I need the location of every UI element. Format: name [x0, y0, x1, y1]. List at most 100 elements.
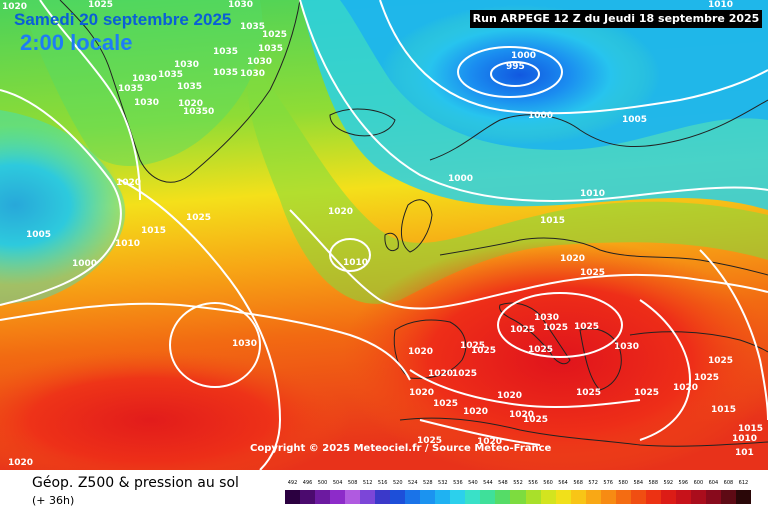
isobar-label: 1025: [186, 213, 212, 223]
scale-value: 540: [468, 480, 478, 486]
scale-value: 504: [332, 480, 343, 486]
isobar-line: [169, 302, 261, 388]
isobar-label: 1020: [178, 99, 204, 109]
isobar-line: [39, 0, 141, 201]
scale-swatch: [615, 490, 631, 504]
scale-swatch: [450, 490, 466, 504]
scale-swatch: [420, 490, 436, 504]
scale-swatch: [645, 490, 661, 504]
black-sea-coast: [629, 331, 768, 353]
scale-value: 612: [738, 480, 749, 486]
scale-swatch: [540, 490, 556, 504]
ireland-coast: [384, 232, 399, 252]
isobar-label: 1000: [448, 174, 474, 184]
isobar-label: 1030: [232, 339, 258, 349]
isobar-label: 1025: [574, 322, 600, 332]
pressure-geopotential-map: [0, 0, 768, 470]
isobar-label: 1020: [2, 2, 28, 12]
isobar-label: 1030: [240, 69, 266, 79]
isobar-label: 1030: [132, 74, 158, 84]
scale-swatch: [345, 490, 361, 504]
isobar-label: 1025: [88, 0, 114, 10]
isobar-label: 1025: [417, 436, 443, 446]
scale-swatch: [285, 490, 301, 504]
run-info: Run ARPEGE 12 Z du Jeudi 18 septembre 20…: [470, 10, 762, 28]
isobar-label: 10350: [183, 107, 215, 117]
scale-swatch: [705, 490, 721, 504]
scale-swatch: [690, 490, 706, 504]
scale-value: 512: [362, 480, 373, 486]
isobar-label: 1020: [428, 369, 454, 379]
scale-value: 548: [498, 480, 508, 486]
isobar-line: [490, 61, 540, 87]
scale-swatch: [585, 490, 601, 504]
scale-value: 568: [573, 480, 583, 486]
isobar-label: 1020: [477, 437, 503, 447]
scale-value: 576: [603, 480, 613, 486]
scale-swatch: [480, 490, 496, 504]
scale-swatch: [435, 490, 451, 504]
isobar-label: 1025: [262, 30, 288, 40]
isobar-label: 1020: [673, 383, 699, 393]
isobar-line: [0, 302, 411, 381]
isobar-label: 1020: [497, 391, 523, 401]
scale-swatch: [300, 490, 316, 504]
isobar-line: [457, 46, 563, 98]
isobar-label: 1025: [543, 323, 569, 333]
greenland-green: [20, 0, 263, 167]
iceland-coast: [329, 108, 396, 137]
scale-value: 556: [528, 480, 538, 486]
isobar-line: [639, 299, 692, 441]
scale-value: 592: [663, 480, 674, 486]
isobar-label: 1010: [343, 258, 369, 268]
isobar-line: [289, 209, 768, 310]
scale-value: 596: [678, 480, 689, 486]
scale-swatch: [510, 490, 526, 504]
isobars: [0, 0, 768, 470]
isobar-label: 1025: [708, 356, 734, 366]
color-scale-bar: [285, 490, 751, 504]
scale-swatch: [630, 490, 646, 504]
isobar-label: 1015: [141, 226, 167, 236]
isobar-label: 1000: [72, 259, 98, 269]
isobar-line: [379, 0, 768, 115]
isobar-label: 1015: [711, 405, 737, 415]
mid-green-band: [247, 60, 768, 304]
isobar-line: [299, 0, 768, 202]
atlantic-ridge: [0, 350, 350, 470]
scale-value: 564: [558, 480, 568, 486]
scale-swatch: [375, 490, 391, 504]
isobar-label: 1035: [258, 44, 284, 54]
isobar-label: 995: [506, 62, 525, 72]
isobar-line: [497, 292, 623, 358]
scale-swatch: [315, 490, 331, 504]
isobar-label: 1000: [511, 51, 537, 61]
isobar-label: 1000: [528, 111, 554, 121]
scale-value: 552: [513, 480, 523, 486]
isobar-label: 1020: [463, 407, 489, 417]
coastlines: [59, 0, 768, 447]
isobar-line: [419, 419, 541, 446]
isobar-label: 1020: [116, 178, 142, 188]
scale-value: 572: [588, 480, 598, 486]
scale-swatch: [675, 490, 691, 504]
scale-value: 584: [633, 480, 643, 486]
isobar-label: 1030: [534, 313, 560, 323]
scale-swatch: [390, 490, 406, 504]
scale-swatch: [525, 490, 541, 504]
scale-value: 492: [287, 480, 298, 486]
isobar-label: 1020: [8, 458, 34, 468]
scale-swatch: [735, 490, 751, 504]
isobar-line: [699, 249, 768, 421]
greenland-coast: [59, 0, 301, 183]
scale-value: 500: [317, 480, 328, 486]
isobar-label: 1015: [540, 216, 566, 226]
scale-value: 580: [618, 480, 628, 486]
west-atlantic-low: [0, 125, 125, 285]
scale-swatch: [660, 490, 676, 504]
isobar-label: 1025: [460, 341, 486, 351]
central-europe-outline: [439, 237, 768, 276]
valid-date: Samedi 20 septembre 2025: [14, 10, 232, 29]
scale-swatch: [360, 490, 376, 504]
isobar-line: [329, 238, 371, 272]
